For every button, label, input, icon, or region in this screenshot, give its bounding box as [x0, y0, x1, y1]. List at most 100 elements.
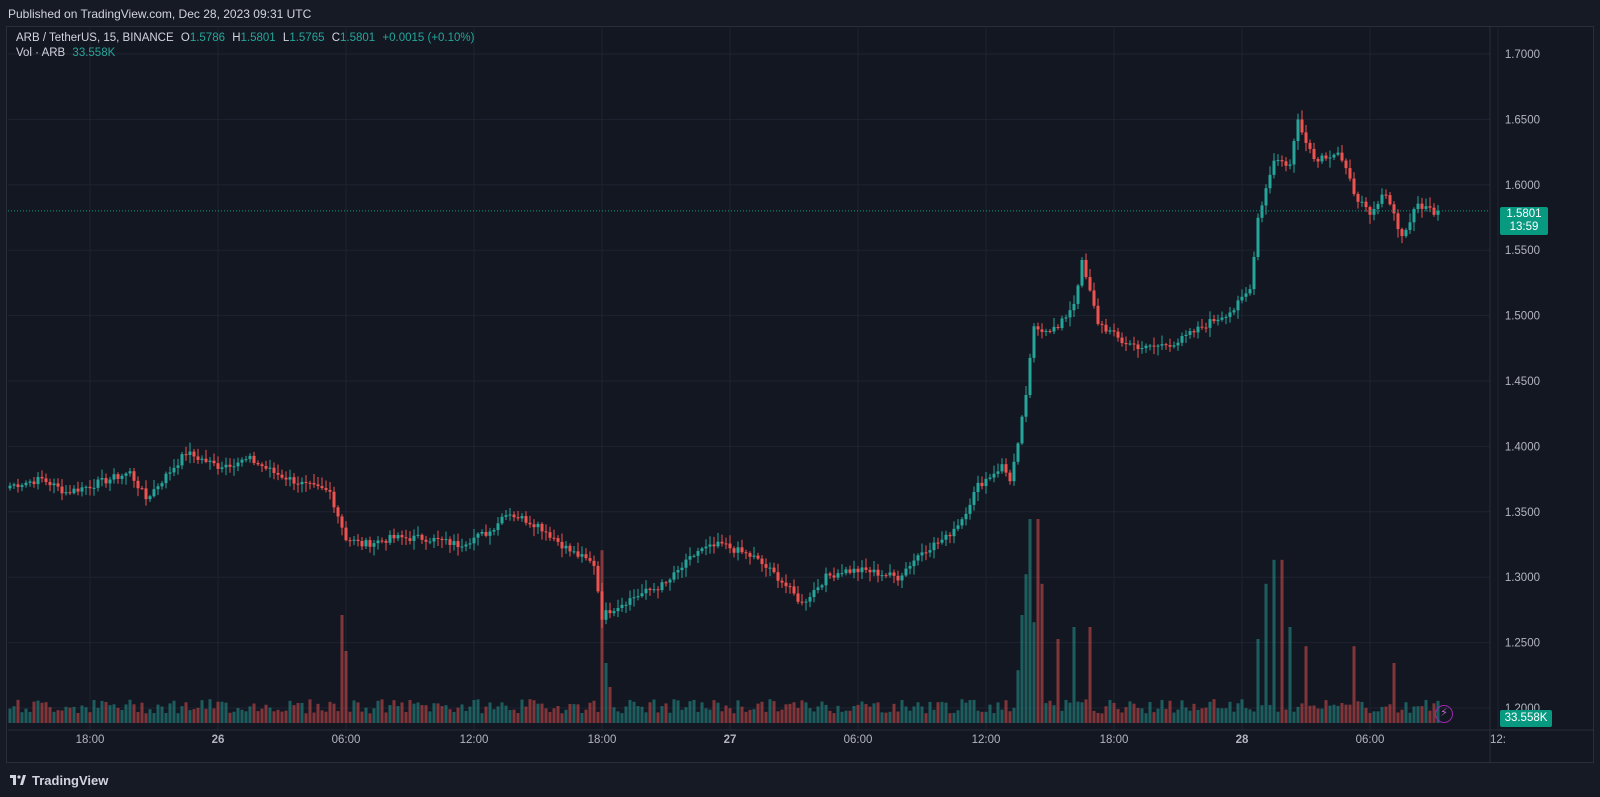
volume-bar	[660, 706, 664, 723]
candle-body	[1072, 303, 1076, 311]
candle-body	[280, 474, 284, 478]
volume-bar	[848, 710, 852, 723]
candle-body	[136, 480, 140, 489]
volume-bar	[248, 706, 252, 723]
y-tick-label: 1.6500	[1505, 114, 1540, 126]
candle-body	[1432, 207, 1436, 215]
volume-bar	[1272, 559, 1276, 723]
symbol-label[interactable]: ARB / TetherUS, 15, BINANCE	[16, 32, 174, 44]
volume-bar	[528, 699, 532, 723]
volume-bar	[904, 706, 908, 723]
volume-bar	[1360, 701, 1364, 723]
candle-body	[8, 485, 12, 489]
volume-bar	[456, 707, 460, 723]
volume-bar	[376, 700, 380, 723]
volume-bar	[680, 709, 684, 723]
candle-body	[840, 573, 844, 575]
candle-body	[932, 542, 936, 551]
volume-bar	[480, 713, 484, 723]
candle-body	[36, 476, 40, 485]
candle-body	[980, 482, 984, 487]
candle-body	[444, 539, 448, 541]
volume-bar	[92, 700, 96, 723]
volume-bar	[1308, 705, 1312, 723]
volume-bar	[896, 711, 900, 723]
volume-bar	[60, 710, 64, 723]
volume-bar	[860, 701, 864, 723]
volume-bar	[1100, 713, 1104, 723]
candle-body	[864, 567, 868, 570]
candle-body	[1364, 201, 1368, 208]
chart-frame[interactable]	[6, 26, 1594, 763]
volume-bar	[1364, 707, 1368, 723]
volume-bar	[1092, 710, 1096, 723]
candle-body	[12, 484, 16, 486]
volume-bar	[1180, 700, 1184, 723]
candle-body	[432, 537, 436, 542]
volume-bar	[788, 703, 792, 723]
candle-body	[1352, 178, 1356, 194]
volume-bar	[900, 699, 904, 723]
volume-bar	[1164, 708, 1168, 723]
volume-bar	[1120, 712, 1124, 723]
volume-bar	[8, 708, 12, 723]
volume-bar	[160, 706, 164, 723]
candle-body	[1188, 331, 1192, 335]
candle-body	[780, 580, 784, 583]
volume-bar	[840, 711, 844, 723]
volume-bar	[596, 711, 600, 723]
volume-bar	[1084, 699, 1088, 723]
volume-bar	[1108, 699, 1112, 723]
volume-bar	[404, 711, 408, 723]
volume-bar	[492, 709, 496, 723]
candle-body	[84, 486, 88, 488]
candle-body	[940, 539, 944, 543]
volume-bar	[620, 713, 624, 723]
candle-body	[1120, 337, 1124, 344]
candle-body	[484, 531, 488, 536]
candle-body	[792, 586, 796, 594]
candle-body	[1260, 205, 1264, 218]
volume-bar	[1056, 639, 1060, 723]
candle-body	[560, 541, 564, 549]
volume-bar	[1228, 701, 1232, 723]
candle-body	[496, 523, 500, 531]
volume-bar	[464, 710, 468, 723]
volume-bar	[784, 704, 788, 723]
volume-bar	[520, 699, 524, 723]
candle-body	[1416, 203, 1420, 210]
candle-body	[1096, 305, 1100, 324]
volume-bar	[72, 706, 76, 723]
candle-body	[244, 459, 248, 461]
candle-body	[188, 451, 192, 455]
candle-body	[852, 568, 856, 573]
volume-bar	[1352, 646, 1356, 723]
candle-body	[876, 569, 880, 576]
candle-body	[624, 604, 628, 606]
candle-body	[500, 516, 504, 524]
volume-bar	[316, 703, 320, 723]
candle-body	[968, 504, 972, 514]
volume-bar	[812, 711, 816, 723]
candle-body	[1296, 119, 1300, 142]
candle-body	[1316, 158, 1320, 162]
volume-bar	[216, 701, 220, 723]
candle-body	[112, 474, 116, 480]
volume-label[interactable]: Vol · ARB	[16, 47, 66, 59]
candle-body	[1008, 472, 1012, 482]
candle-body	[1028, 357, 1032, 396]
candle-body	[1288, 164, 1292, 166]
lightning-icon[interactable]: ⚡	[1435, 705, 1453, 723]
volume-bar	[1148, 702, 1152, 723]
volume-bar	[732, 713, 736, 723]
volume-bar	[200, 700, 204, 723]
candle-body	[1100, 323, 1104, 325]
volume-bar	[332, 703, 336, 723]
volume-bar	[172, 700, 176, 723]
volume-bar	[748, 709, 752, 723]
volume-bar	[440, 706, 444, 723]
candle-body	[812, 590, 816, 597]
candle-body	[1040, 329, 1044, 332]
volume-bar	[600, 550, 604, 723]
